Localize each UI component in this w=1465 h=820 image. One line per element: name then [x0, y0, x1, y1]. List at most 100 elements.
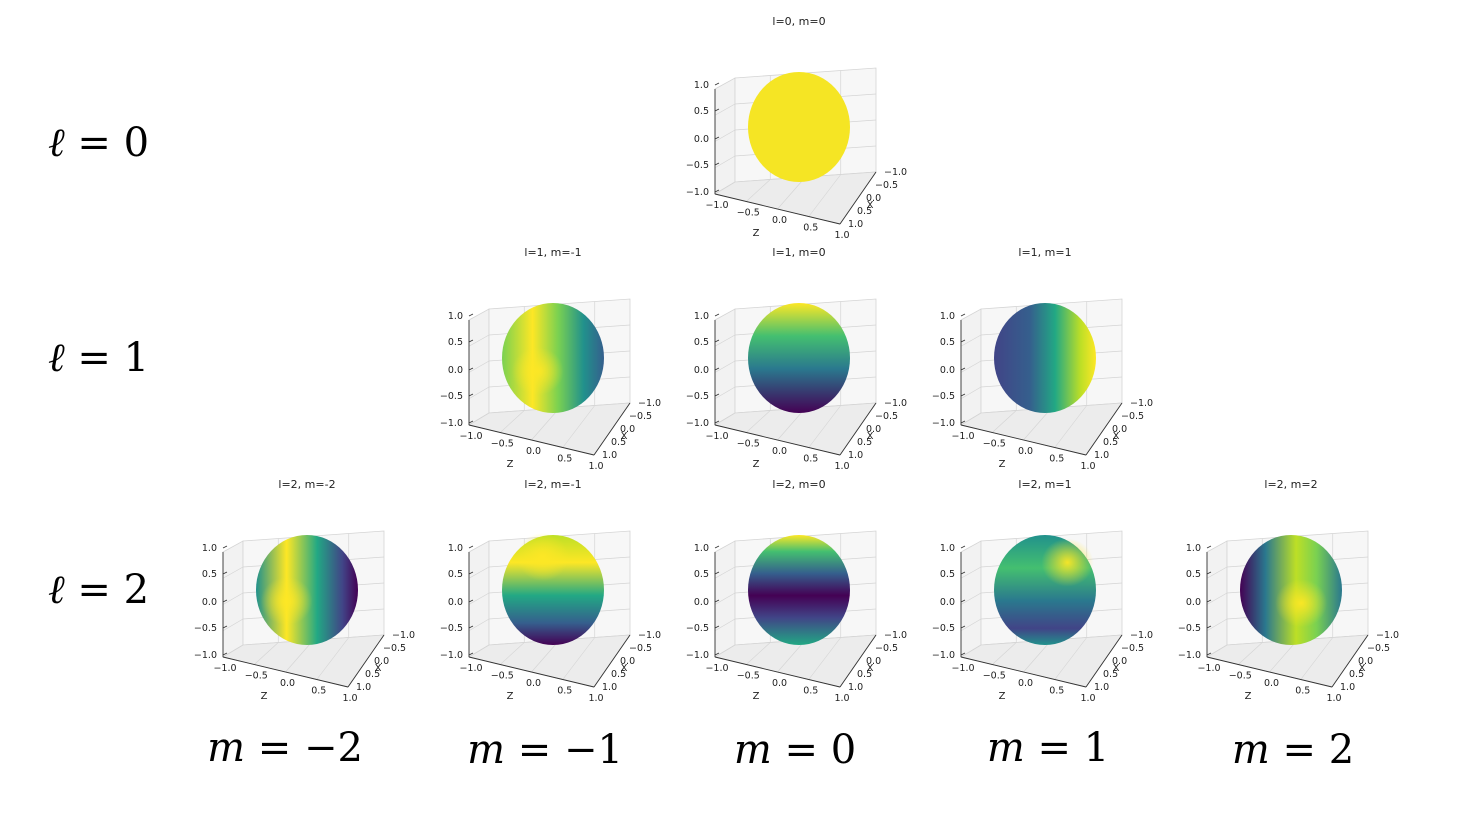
col-label-value: = 0: [784, 727, 857, 773]
z-tick-label: 0.5: [1295, 686, 1310, 697]
z-tick-label: 0.0: [1018, 446, 1033, 457]
grid-line: [746, 410, 771, 433]
grid-line: [714, 360, 736, 373]
grid-line: [714, 566, 736, 579]
vertical-tick-label: 0.0: [202, 597, 217, 608]
z-tick-label: −1.0: [705, 200, 728, 211]
tick-mark: [222, 625, 228, 629]
z-axis-label: Z: [1245, 691, 1252, 702]
grid-line: [1023, 639, 1052, 673]
x-tick-label: 0.5: [365, 669, 380, 680]
grid-line: [468, 386, 490, 400]
x-tick-label: 0.0: [866, 424, 881, 435]
vertical-tick-label: −1.0: [1178, 650, 1201, 661]
grid-line: [808, 405, 841, 448]
grid-line: [531, 639, 560, 673]
grid-line: [222, 566, 244, 579]
grid-line: [500, 410, 525, 433]
vertical-tick-label: 0.5: [694, 106, 709, 117]
tick-mark: [714, 313, 720, 317]
x-axis-label: X: [1113, 663, 1120, 674]
vertical-tick-label: 0.5: [940, 337, 955, 348]
plot-l1-m0: l=1, m=0 1.0 0.5 0.0 −0.5 −1.0 −1.0 −0.5 0.0 0.5 1…: [680, 243, 910, 478]
plot-title: l=2, m=-2: [278, 478, 335, 491]
vertical-tick-label: 1.0: [448, 543, 463, 554]
grid-line: [222, 592, 244, 605]
grid-line: [777, 407, 806, 441]
tick-mark: [222, 652, 228, 656]
vertical-tick-label: 0.0: [448, 365, 463, 376]
harmonic-sphere: [748, 72, 850, 182]
grid-line: [714, 334, 736, 347]
x-tick-label: 0.5: [611, 669, 626, 680]
plot-title: l=2, m=-1: [524, 478, 581, 491]
m-symbol: m: [986, 725, 1025, 771]
vertical-tick-label: −0.5: [686, 623, 709, 634]
vertical-tick-label: 1.0: [940, 543, 955, 554]
x-tick-label: 0.5: [857, 206, 872, 217]
vertical-tick-label: −0.5: [194, 623, 217, 634]
z-axis-spine: [960, 424, 1087, 456]
x-tick-label: −1.0: [392, 630, 415, 641]
z-axis-label: Z: [507, 459, 514, 470]
vertical-tick-label: 0.0: [694, 365, 709, 376]
tick-mark: [1206, 571, 1212, 575]
z-axis-label: Z: [261, 691, 268, 702]
x-axis-spine: [839, 171, 877, 225]
x-tick-label: −0.5: [875, 411, 898, 422]
vertical-tick-label: −1.0: [686, 187, 709, 198]
tick-mark: [468, 571, 474, 575]
row-label-l2: ℓ = 2: [48, 560, 178, 620]
x-tick-label: 0.0: [1112, 656, 1127, 667]
z-axis-spine: [714, 656, 841, 688]
x-tick-label: 0.0: [866, 656, 881, 667]
m-symbol: m: [467, 727, 505, 773]
z-axis-label: Z: [753, 691, 760, 702]
z-tick-label: −1.0: [459, 431, 482, 442]
vertical-tick-label: −1.0: [440, 418, 463, 429]
grid-line: [1238, 642, 1263, 665]
grid-line: [1054, 637, 1087, 680]
x-tick-label: 0.5: [857, 437, 872, 448]
vertical-tick-label: −1.0: [932, 650, 955, 661]
z-tick-label: 0.5: [311, 686, 326, 697]
plot-l2-m2: l=2, m=2 1.0 0.5 0.0 −0.5 −1.0 −1.0 −0.5 0.0 0.5 1…: [1172, 475, 1402, 710]
x-tick-label: 0.0: [1358, 656, 1373, 667]
z-tick-label: 0.0: [1264, 678, 1279, 689]
z-tick-label: −0.5: [491, 439, 514, 450]
plot-title: l=1, m=0: [772, 246, 825, 259]
tick-mark: [468, 625, 474, 629]
x-tick-label: 1.0: [356, 682, 371, 693]
tick-mark: [222, 545, 228, 549]
sh-plot-svg: l=2, m=2 1.0 0.5 0.0 −0.5 −1.0 −1.0 −0.5 0.0 0.5 1…: [1178, 478, 1399, 704]
z-axis-label: Z: [753, 459, 760, 470]
col-label-value: = −2: [257, 725, 363, 771]
m-symbol: m: [207, 725, 245, 771]
x-tick-label: 1.0: [848, 682, 863, 693]
grid-line: [1023, 407, 1052, 441]
z-tick-label: −0.5: [245, 671, 268, 682]
x-axis-spine: [347, 634, 385, 688]
tick-mark: [714, 571, 720, 575]
grid-line: [468, 566, 490, 579]
grid-line: [992, 410, 1017, 433]
vertical-tick-label: 1.0: [694, 80, 709, 91]
vertical-tick-label: −0.5: [440, 623, 463, 634]
tick-mark: [960, 393, 966, 397]
z-tick-label: −1.0: [951, 431, 974, 442]
vertical-tick-label: 0.0: [694, 134, 709, 145]
vertical-tick-label: −0.5: [932, 623, 955, 634]
plot-l2-m0: l=2, m=0 1.0 0.5 0.0 −0.5 −1.0 −1.0 −0.5 0.0 0.5 1…: [680, 475, 910, 710]
col-label-value: = 2: [1282, 727, 1355, 773]
tick-mark: [468, 393, 474, 397]
z-tick-label: −1.0: [1197, 663, 1220, 674]
x-tick-label: 1.0: [848, 450, 863, 461]
x-tick-label: −0.5: [1121, 643, 1144, 654]
tick-mark: [468, 420, 474, 424]
sh-plot-svg: l=1, m=-1 1.0 0.5 0.0 −0.5 −1.0 −1.0 −0.5 0.0 0.5…: [440, 246, 661, 472]
x-tick-label: 1.0: [602, 682, 617, 693]
x-tick-label: −1.0: [638, 630, 661, 641]
vertical-tick-label: 1.0: [694, 311, 709, 322]
grid-line: [468, 334, 490, 347]
m-symbol: m: [733, 727, 772, 773]
